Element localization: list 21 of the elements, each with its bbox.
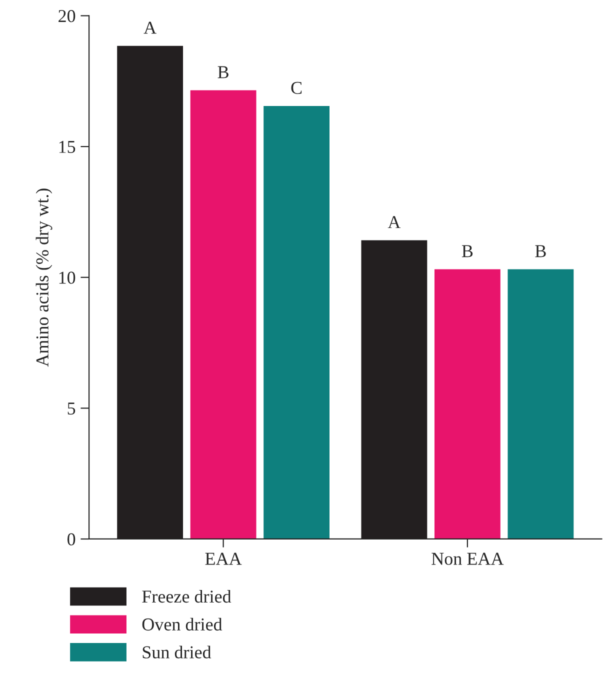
legend-label: Sun dried <box>142 646 212 658</box>
legend-label: Freeze dried <box>142 590 232 603</box>
x-tick-label: EAA <box>205 552 242 565</box>
data-label: C <box>291 82 302 94</box>
y-tick-label: 10 <box>59 272 76 284</box>
bar <box>190 90 256 539</box>
data-label: B <box>462 245 473 258</box>
y-tick-label: 15 <box>59 140 76 153</box>
y-axis-title: Amino acids (% dry wt.) <box>36 188 52 367</box>
data-label: B <box>535 245 546 258</box>
y-tick-label: 20 <box>58 10 76 22</box>
bar <box>264 106 330 539</box>
data-label: A <box>388 216 401 228</box>
x-tick-label: Non EAA <box>432 552 504 565</box>
y-tick-label: 0 <box>67 533 76 546</box>
bar <box>434 269 500 539</box>
data-label: B <box>218 66 228 78</box>
data-label: A <box>144 22 156 34</box>
bar <box>508 269 574 539</box>
y-tick-label: 5 <box>68 402 76 415</box>
legend-label: Oven dried <box>142 618 222 631</box>
